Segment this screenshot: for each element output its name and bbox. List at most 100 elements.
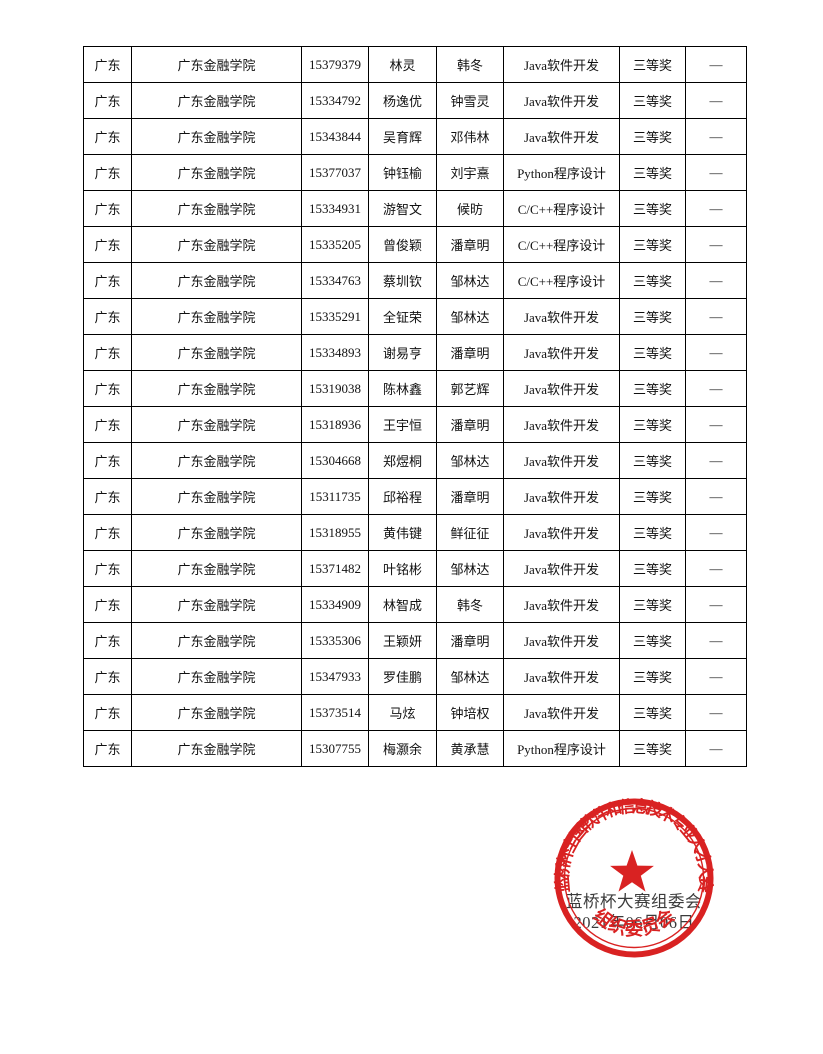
cell-award: 三等奖 <box>619 622 686 659</box>
cell-student-name: 邱裕程 <box>368 478 437 515</box>
table-row: 广东 广东金融学院 15318936 王宇恒 潘章明 Java软件开发 三等奖 … <box>83 406 747 443</box>
stamp-seal-icon: 蓝桥杯全国软件和信息技术专业人才大赛 组织委员会 <box>553 796 716 958</box>
cell-id: 15347933 <box>301 658 369 695</box>
cell-teacher-name: 刘宇熹 <box>436 154 504 191</box>
cell-student-name: 叶铭彬 <box>368 550 437 587</box>
cell-teacher-name: 邹林达 <box>436 550 504 587</box>
cell-category: Python程序设计 <box>503 730 620 767</box>
official-stamp: 蓝桥杯大赛组委会 2021年06月06日 蓝桥杯全国软件和信息技术专业人才大赛 … <box>534 778 744 993</box>
table-row: 广东 广东金融学院 15343844 吴育辉 邓伟林 Java软件开发 三等奖 … <box>83 118 747 155</box>
cell-student-name: 游智文 <box>368 190 437 227</box>
cell-note: — <box>685 622 747 659</box>
cell-school: 广东金融学院 <box>131 262 302 299</box>
cell-category: Java软件开发 <box>503 298 620 335</box>
table-row: 广东 广东金融学院 15318955 黄伟键 鲜征征 Java软件开发 三等奖 … <box>83 514 747 551</box>
cell-school: 广东金融学院 <box>131 694 302 731</box>
cell-note: — <box>685 586 747 623</box>
cell-province: 广东 <box>83 514 132 551</box>
cell-province: 广东 <box>83 478 132 515</box>
cell-province: 广东 <box>83 550 132 587</box>
cell-province: 广东 <box>83 730 132 767</box>
cell-teacher-name: 潘章明 <box>436 334 504 371</box>
table-row: 广东 广东金融学院 15377037 钟钰榆 刘宇熹 Python程序设计 三等… <box>83 154 747 191</box>
cell-category: C/C++程序设计 <box>503 262 620 299</box>
cell-id: 15373514 <box>301 694 369 731</box>
cell-school: 广东金融学院 <box>131 334 302 371</box>
cell-award: 三等奖 <box>619 658 686 695</box>
cell-note: — <box>685 478 747 515</box>
cell-category: C/C++程序设计 <box>503 190 620 227</box>
cell-category: Java软件开发 <box>503 514 620 551</box>
cell-category: Java软件开发 <box>503 82 620 119</box>
table-row: 广东 广东金融学院 15311735 邱裕程 潘章明 Java软件开发 三等奖 … <box>83 478 747 515</box>
cell-student-name: 梅灏余 <box>368 730 437 767</box>
cell-note: — <box>685 730 747 767</box>
cell-school: 广东金融学院 <box>131 406 302 443</box>
table-row: 广东 广东金融学院 15319038 陈林鑫 郭艺辉 Java软件开发 三等奖 … <box>83 370 747 407</box>
cell-province: 广东 <box>83 190 132 227</box>
cell-teacher-name: 候昉 <box>436 190 504 227</box>
cell-note: — <box>685 550 747 587</box>
cell-school: 广东金融学院 <box>131 478 302 515</box>
table-row: 广东 广东金融学院 15335205 曾俊颖 潘章明 C/C++程序设计 三等奖… <box>83 226 747 263</box>
cell-student-name: 吴育辉 <box>368 118 437 155</box>
committee-name: 蓝桥杯大赛组委会 <box>566 892 702 911</box>
table-row: 广东 广东金融学院 15334931 游智文 候昉 C/C++程序设计 三等奖 … <box>83 190 747 227</box>
cell-student-name: 林灵 <box>368 46 437 83</box>
cell-note: — <box>685 406 747 443</box>
cell-category: Java软件开发 <box>503 478 620 515</box>
cell-student-name: 谢易亨 <box>368 334 437 371</box>
cell-school: 广东金融学院 <box>131 370 302 407</box>
cell-province: 广东 <box>83 442 132 479</box>
cell-province: 广东 <box>83 370 132 407</box>
cell-id: 15318936 <box>301 406 369 443</box>
cell-school: 广东金融学院 <box>131 730 302 767</box>
cell-province: 广东 <box>83 586 132 623</box>
cell-id: 15379379 <box>301 46 369 83</box>
cell-student-name: 马炫 <box>368 694 437 731</box>
cell-province: 广东 <box>83 622 132 659</box>
cell-category: Java软件开发 <box>503 334 620 371</box>
cell-id: 15304668 <box>301 442 369 479</box>
cell-province: 广东 <box>83 298 132 335</box>
cell-school: 广东金融学院 <box>131 190 302 227</box>
cell-award: 三等奖 <box>619 370 686 407</box>
cell-school: 广东金融学院 <box>131 586 302 623</box>
cell-student-name: 全钲荣 <box>368 298 437 335</box>
cell-id: 15335306 <box>301 622 369 659</box>
cell-note: — <box>685 190 747 227</box>
cell-id: 15334763 <box>301 262 369 299</box>
cell-student-name: 杨逸优 <box>368 82 437 119</box>
cell-category: Java软件开发 <box>503 370 620 407</box>
cell-category: Python程序设计 <box>503 154 620 191</box>
cell-student-name: 林智成 <box>368 586 437 623</box>
cell-award: 三等奖 <box>619 514 686 551</box>
cell-school: 广东金融学院 <box>131 550 302 587</box>
table-row: 广东 广东金融学院 15373514 马炫 钟培权 Java软件开发 三等奖 — <box>83 694 747 731</box>
cell-school: 广东金融学院 <box>131 82 302 119</box>
cell-note: — <box>685 154 747 191</box>
cell-category: Java软件开发 <box>503 46 620 83</box>
cell-student-name: 陈林鑫 <box>368 370 437 407</box>
cell-school: 广东金融学院 <box>131 226 302 263</box>
cell-teacher-name: 邹林达 <box>436 658 504 695</box>
cell-student-name: 罗佳鹏 <box>368 658 437 695</box>
cell-award: 三等奖 <box>619 334 686 371</box>
cell-award: 三等奖 <box>619 730 686 767</box>
cell-province: 广东 <box>83 82 132 119</box>
cell-note: — <box>685 514 747 551</box>
table-row: 广东 广东金融学院 15334792 杨逸优 钟雪灵 Java软件开发 三等奖 … <box>83 82 747 119</box>
cell-province: 广东 <box>83 262 132 299</box>
cell-award: 三等奖 <box>619 82 686 119</box>
stamp-arc-committee: 组织委员会 <box>590 904 678 939</box>
cell-province: 广东 <box>83 658 132 695</box>
cell-student-name: 蔡圳钦 <box>368 262 437 299</box>
cell-category: Java软件开发 <box>503 442 620 479</box>
table-row: 广东 广东金融学院 15334909 林智成 韩冬 Java软件开发 三等奖 — <box>83 586 747 623</box>
cell-teacher-name: 潘章明 <box>436 478 504 515</box>
cell-student-name: 钟钰榆 <box>368 154 437 191</box>
cell-id: 15335291 <box>301 298 369 335</box>
table-row: 广东 广东金融学院 15335306 王颖妍 潘章明 Java软件开发 三等奖 … <box>83 622 747 659</box>
cell-teacher-name: 郭艺辉 <box>436 370 504 407</box>
cell-note: — <box>685 118 747 155</box>
